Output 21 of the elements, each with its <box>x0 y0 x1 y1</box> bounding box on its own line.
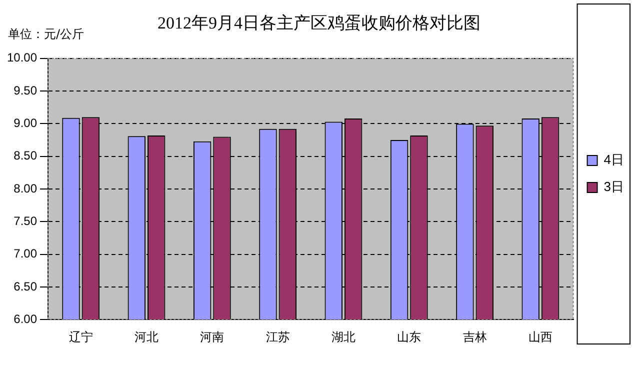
y-tick-label: 7.00 <box>14 246 38 261</box>
x-tick-label: 湖北 <box>331 330 356 344</box>
y-axis-title: 单位：元/公斤 <box>8 26 84 43</box>
y-tick-label: 6.50 <box>14 279 38 294</box>
chart-title: 2012年9月4日各主产区鸡蛋收购价格对比图 <box>158 14 480 33</box>
y-tick-label: 8.50 <box>14 148 38 163</box>
x-tick-label: 河南 <box>200 330 224 344</box>
y-tick-label: 7.50 <box>14 214 38 228</box>
y-tick-label: 9.50 <box>14 83 38 98</box>
y-tick-label: 10.00 <box>7 50 38 65</box>
y-tick-label: 6.00 <box>14 312 38 326</box>
x-tick-label: 辽宁 <box>68 330 93 344</box>
y-tick-label: 9.00 <box>14 116 38 130</box>
x-tick-label: 江苏 <box>266 330 290 344</box>
x-tick-label: 河北 <box>134 330 159 344</box>
x-tick-label: 山东 <box>397 330 422 344</box>
legend-label: 4日 <box>604 152 624 168</box>
legend-label: 3日 <box>604 179 624 194</box>
x-tick-label: 吉林 <box>462 330 487 344</box>
x-tick-label: 山西 <box>528 330 552 344</box>
y-tick-label: 8.00 <box>14 181 38 196</box>
